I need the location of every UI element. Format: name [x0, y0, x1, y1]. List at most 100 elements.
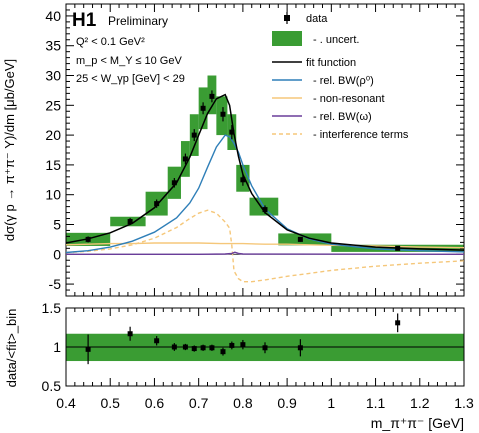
bw-omega-curve [66, 251, 465, 255]
top-y-tick-label-6: 25 [45, 97, 61, 113]
experiment-label: H1 [72, 10, 97, 31]
ratio-marker-11 [262, 345, 268, 351]
ratio-marker-12 [297, 345, 303, 351]
data-point-8 [220, 107, 226, 122]
data-marker-6 [200, 105, 206, 111]
interference-curve [65, 209, 465, 283]
x-tick-label-1: 0.5 [100, 395, 120, 411]
top-y-axis-label: dσ(γ p → π⁺π⁻ Y)/dm [μb/GeV] [2, 59, 17, 241]
data-marker-4 [182, 156, 188, 162]
data-marker-12 [297, 236, 303, 242]
ratio-point-13 [395, 313, 401, 333]
legend-uncert-label: - . uncert. [313, 34, 359, 46]
x-tick-label-5: 0.9 [277, 395, 297, 411]
data-point-13 [395, 245, 401, 251]
legend-fit-label: fit function [306, 57, 356, 69]
data-point-2 [154, 199, 160, 208]
ratio-point-11 [262, 342, 268, 354]
legend-data-label: data [306, 13, 328, 25]
ratio-point-9 [229, 341, 235, 350]
top-y-tick-label-2: 5 [53, 216, 61, 232]
bottom-panel: 0.511.5 0.4 0.5 0.6 0.7 0.8 0.9 1 1.1 1.2 1.3 dat… [4, 300, 474, 431]
data-point-6 [200, 102, 206, 115]
ratio-point-4 [182, 343, 188, 351]
legend-data-marker [284, 15, 290, 21]
data-marker-2 [154, 201, 160, 207]
x-tick-label-9: 1.3 [454, 395, 474, 411]
ratio-marker-8 [220, 349, 226, 355]
data-point-9 [229, 124, 235, 140]
top-y-tick-label-8: 35 [45, 38, 61, 54]
cut-w: 25 < W_γp [GeV] < 29 [76, 73, 185, 85]
data-point-11 [262, 205, 268, 214]
x-tick-label-6: 1 [327, 395, 335, 411]
data-marker-0 [85, 236, 91, 242]
data-marker-1 [127, 219, 133, 225]
bottom-y-axis: 0.5 1 1.5 [42, 300, 464, 394]
top-y-tick-label-4: 15 [45, 157, 61, 173]
ratio-marker-7 [209, 345, 215, 351]
top-plot-frame [65, 3, 465, 297]
top-y-tick-label-7: 30 [45, 68, 61, 84]
fit-function-curve [65, 93, 465, 251]
x-tick-label-8: 1.2 [410, 395, 430, 411]
ratio-point-0 [85, 334, 91, 365]
ratio-marker-6 [200, 345, 206, 351]
ratio-marker-13 [395, 320, 401, 326]
data-marker-11 [262, 207, 268, 213]
ratio-point-1 [127, 326, 133, 341]
data-points [85, 90, 401, 251]
cut-my: m_p < M_Y ≤ 10 GeV [76, 55, 182, 67]
ratio-marker-4 [182, 344, 188, 350]
legend-nonres-label: - non-resonant [313, 93, 385, 105]
data-marker-5 [191, 132, 197, 138]
data-marker-9 [229, 129, 235, 135]
ratio-point-7 [209, 344, 215, 351]
bottom-y-tick-label-0: 0.5 [42, 378, 62, 394]
top-y-tick-label-1: 0 [53, 246, 61, 262]
legend-omega-label: - rel. BW(ω) [313, 111, 372, 123]
cut-q2: Q² < 0.1 GeV² [76, 36, 145, 48]
status-label: Preliminary [108, 14, 168, 28]
data-point-3 [171, 178, 177, 188]
x-axis-label: m_π⁺π⁻ [GeV] [371, 415, 464, 431]
top-x-axis [65, 4, 465, 296]
x-tick-label-4: 0.8 [233, 395, 253, 411]
x-tick-label-0: 0.4 [56, 395, 76, 411]
bw-rho-curve [65, 134, 465, 254]
data-point-4 [182, 153, 188, 165]
x-tick-label-7: 1.1 [366, 395, 386, 411]
ratio-marker-9 [229, 342, 235, 348]
legend-uncert-swatch [272, 31, 302, 46]
data-marker-3 [171, 180, 177, 186]
ratio-point-5 [191, 345, 197, 352]
ratio-marker-0 [85, 346, 91, 352]
top-y-axis: -5 0 5 10 15 20 25 30 35 40 [45, 3, 464, 297]
data-point-7 [209, 90, 215, 103]
ratio-point-2 [154, 336, 160, 346]
ratio-marker-5 [191, 346, 197, 352]
data-marker-13 [395, 245, 401, 251]
ratio-marker-10 [240, 342, 246, 348]
data-point-12 [297, 236, 303, 242]
bottom-y-tick-label-1: 1 [53, 339, 61, 355]
top-y-tick-label-5: 20 [45, 127, 61, 143]
bottom-y-tick-label-2: 1.5 [42, 300, 62, 316]
ratio-point-6 [200, 344, 206, 351]
x-tick-label-2: 0.6 [145, 395, 165, 411]
bottom-y-axis-label: data/<fit>_bin [4, 309, 19, 388]
data-point-1 [127, 217, 133, 226]
top-y-tick-label-9: 40 [45, 8, 61, 24]
ratio-marker-1 [127, 331, 133, 337]
ratio-marker-2 [154, 338, 160, 344]
data-marker-7 [209, 93, 215, 99]
x-tick-label-3: 0.7 [189, 395, 209, 411]
ratio-point-8 [220, 347, 226, 356]
ratio-point-10 [240, 339, 246, 350]
data-point-0 [85, 236, 91, 243]
ratio-point-12 [297, 339, 303, 357]
legend: data - . uncert. fit function - rel. BW(… [272, 12, 409, 141]
legend-rho-label: - rel. BW(ρ⁰) [313, 75, 374, 87]
ratio-point-3 [171, 343, 177, 351]
